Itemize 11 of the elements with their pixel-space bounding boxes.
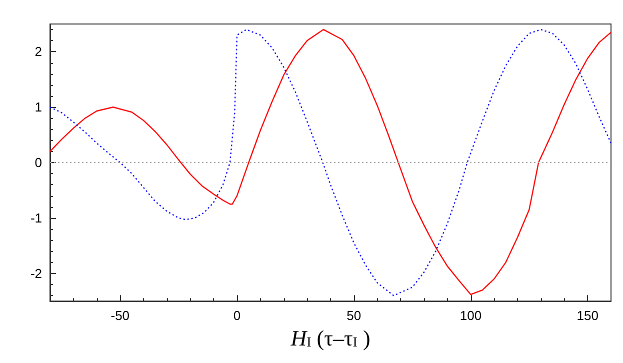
x-tick-label: 0 [233, 308, 241, 324]
y-tick-label: 0 [34, 155, 42, 170]
x-tick-label: 150 [576, 308, 598, 324]
x-tick-label: 50 [346, 308, 362, 324]
x-tick-label: -50 [110, 308, 130, 324]
y-tick-label: 1 [34, 100, 42, 115]
y-tick-label: 2 [34, 44, 42, 60]
x-axis-title: HI (τ–τI ) [290, 326, 370, 350]
y-tick-label: -1 [30, 210, 42, 226]
x-tick-label: 100 [460, 308, 482, 324]
y-tick-label: -2 [30, 266, 42, 281]
